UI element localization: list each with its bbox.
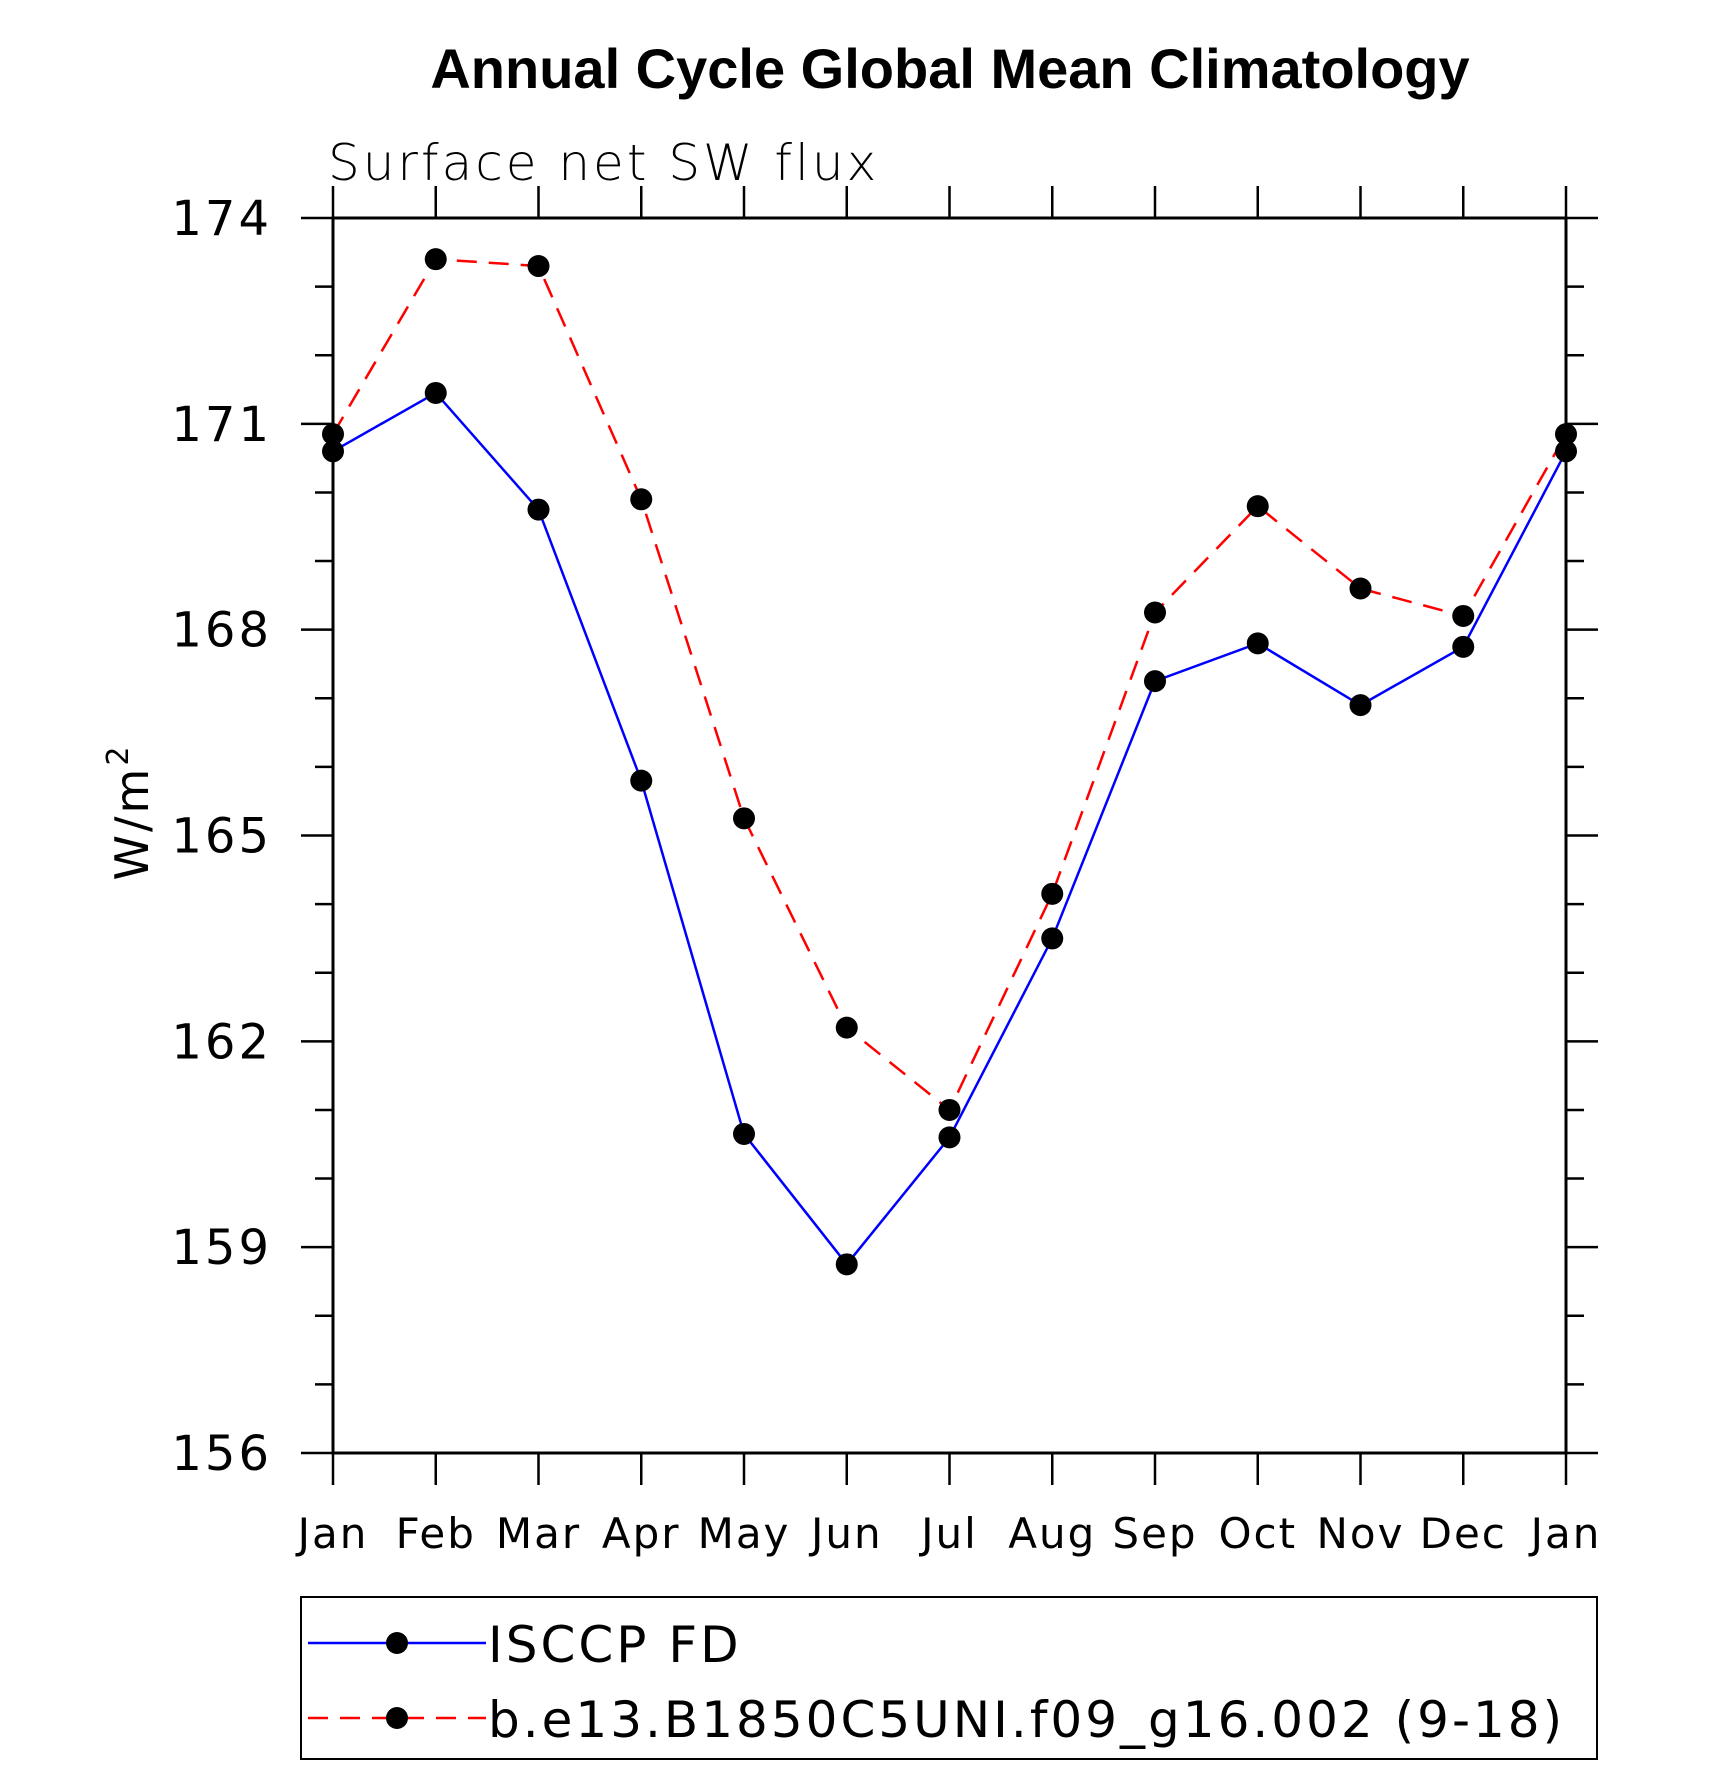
series-line-1 (331, 257, 1568, 1112)
legend-label-isccp: ISCCP FD (488, 1616, 742, 1674)
x-tick-label: Feb (396, 1509, 476, 1558)
series-0-point (1349, 694, 1372, 717)
series-1-point (322, 423, 344, 446)
series-0-point (630, 769, 653, 792)
series-1-point (1144, 601, 1166, 624)
x-tick-label: Mar (496, 1509, 581, 1558)
series-0-point (1555, 440, 1577, 463)
series-1-point (1349, 577, 1372, 600)
series-0-point (527, 498, 550, 521)
y-tick-label: 165 (171, 809, 272, 865)
series-1-point (1452, 604, 1475, 627)
y-axis-title-superscript: 2 (101, 744, 136, 766)
series-0-point (424, 381, 447, 404)
x-tick-label: Aug (1008, 1509, 1096, 1558)
y-tick-label: 156 (171, 1426, 272, 1482)
chart-subtitle: Surface net SW flux (328, 134, 879, 192)
svg-text:W/m2: W/m2 (101, 744, 159, 881)
plot-frame (331, 216, 1568, 1455)
y-tick-label: 168 (171, 603, 272, 659)
y-axis-title-text: W/m (105, 766, 159, 881)
series-1-point (1555, 423, 1577, 446)
y-axis: 156 159 162 165 168 171 174 (171, 191, 1598, 1482)
legend-label-model: b.e13.B1850C5UNI.f09_g16.002 (9-18) (488, 1691, 1565, 1749)
x-tick-label: May (698, 1509, 791, 1558)
series-0-point (322, 440, 344, 463)
series-0-point (1041, 927, 1064, 950)
x-tick-label: Apr (602, 1509, 681, 1558)
series-1-point (630, 488, 653, 511)
x-tick-label: Jan (295, 1509, 369, 1558)
series-1-point (1246, 495, 1269, 518)
x-tick-label: Jul (918, 1509, 978, 1558)
series-0-point (733, 1122, 755, 1145)
series-0-point (938, 1126, 961, 1149)
series-1-point (527, 255, 550, 278)
y-tick-label: 162 (171, 1014, 272, 1070)
y-tick-label: 174 (171, 191, 272, 247)
y-tick-label: 171 (171, 397, 272, 453)
x-tick-label: Jun (808, 1509, 883, 1558)
y-tick-label: 159 (171, 1220, 272, 1276)
legend-marker-isccp (386, 1632, 408, 1654)
legend-marker-model (386, 1707, 408, 1729)
series-0-point (1144, 670, 1166, 693)
series-0-point (1452, 635, 1475, 658)
plot-series (322, 248, 1577, 1276)
legend: ISCCP FD b.e13.B1850C5UNI.f09_g16.002 (9… (300, 1596, 1598, 1760)
chart-title: Annual Cycle Global Mean Climatology (430, 37, 1469, 100)
series-0-point (1246, 632, 1269, 655)
series-1-point (1041, 882, 1064, 905)
x-tick-label: Nov (1317, 1509, 1405, 1558)
series-1-point (733, 807, 755, 830)
series-1-point (938, 1098, 961, 1121)
x-tick-label: Dec (1420, 1509, 1507, 1558)
y-axis-title: W/m2 (101, 744, 159, 881)
legend-box (300, 1596, 1598, 1760)
series-0-point (835, 1253, 858, 1276)
series-1-point (424, 248, 447, 271)
x-axis: Jan Feb Mar Apr May Jun Jul Aug Sep Oct Nov Dec Jan (295, 186, 1602, 1558)
x-tick-label: Jan (1528, 1509, 1602, 1558)
x-tick-label: Oct (1218, 1509, 1297, 1558)
x-tick-label: Sep (1112, 1509, 1197, 1558)
series-1-point (835, 1016, 858, 1039)
